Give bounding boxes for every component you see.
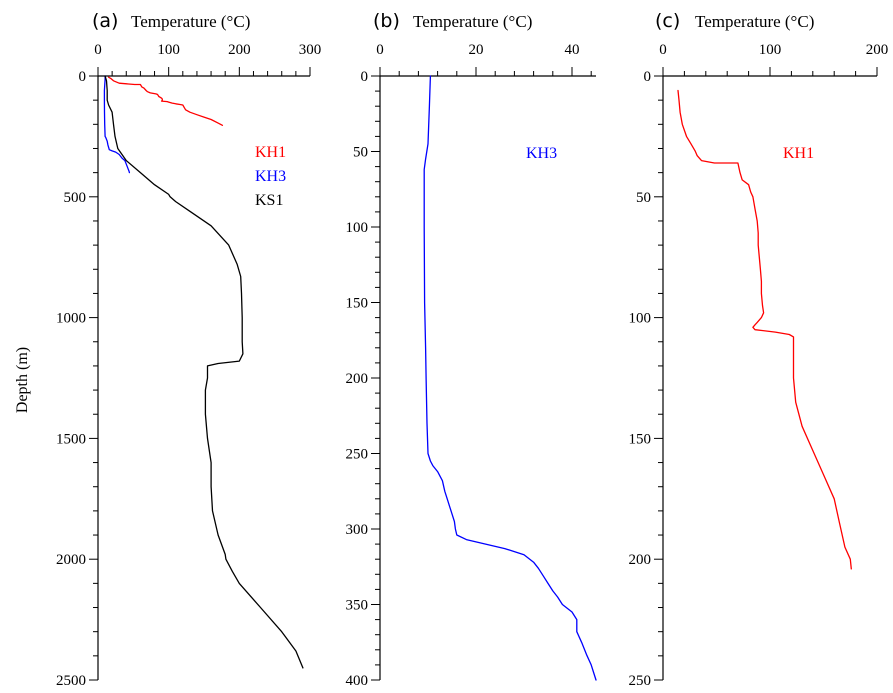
panel-a: (a) Temperature (°C) Depth (m) 0 100 200 30…	[14, 10, 321, 689]
panel-a-ytick-label: 1500	[56, 431, 86, 447]
panel-a-xtick-label: 0	[94, 42, 102, 58]
panel-a-series-ks1	[104, 75, 304, 669]
panel-c-xtick-label: 100	[759, 42, 782, 58]
panel-b-ytick-label: 200	[346, 371, 369, 387]
panel-a-series-kh1	[107, 76, 224, 126]
panel-c-ytick-label: 250	[629, 673, 652, 689]
panel-b-ytick-label: 400	[346, 673, 369, 689]
panel-a-legend-kh3: KH3	[255, 168, 286, 185]
panel-a-ytick-label: 2500	[56, 673, 86, 689]
panel-c-ytick-label: 150	[629, 431, 652, 447]
panel-a-xtick-label: 200	[228, 42, 251, 58]
panel-b-xtick-label: 0	[376, 42, 384, 58]
panel-c-xtick-label: 200	[866, 42, 889, 58]
panel-c: (c) Temperature (°C) 0 100 200 0 50 100 150 200…	[629, 10, 889, 689]
panel-b-ytick-label: 300	[346, 522, 369, 538]
panel-a-series-kh3	[103, 75, 131, 174]
panel-a-label: (a)	[92, 10, 118, 32]
panel-b-ytick-label: 250	[346, 447, 369, 463]
panel-b-ytick-label: 50	[353, 145, 368, 161]
panel-b-label: (b)	[373, 10, 400, 32]
panel-a-ytick-label: 500	[64, 190, 87, 206]
panel-a-legend-kh1: KH1	[255, 144, 286, 161]
panel-a-yaxis-title: Depth (m)	[14, 347, 31, 413]
panel-a-ytick-label: 0	[79, 69, 87, 85]
panel-b-ytick-label: 100	[346, 220, 369, 236]
panel-b: (b) Temperature (°C) 0 20 4005010015020025…	[346, 10, 597, 689]
panel-a-plot: 0 100 200 300 0 500 1000 1500 2000 2500	[56, 42, 321, 689]
panel-a-legend-ks1: KS1	[255, 192, 283, 209]
panel-b-xaxis-title: Temperature (°C)	[413, 12, 532, 31]
panel-c-xaxis-title: Temperature (°C)	[695, 12, 814, 31]
panel-b-series-kh3	[423, 75, 597, 681]
panel-a-ytick-label: 2000	[56, 552, 86, 568]
panel-c-ytick-label: 0	[644, 69, 652, 85]
panel-c-legend-kh1: KH1	[783, 145, 814, 162]
panel-c-ytick-label: 50	[636, 190, 651, 206]
panel-b-xtick-label: 40	[565, 42, 580, 58]
panel-c-ytick-label: 100	[629, 311, 652, 327]
panel-a-xtick-label: 300	[299, 42, 322, 58]
panel-a-xaxis-title: Temperature (°C)	[131, 12, 250, 31]
panel-b-legend-kh3: KH3	[526, 145, 557, 162]
panel-a-ytick-label: 1000	[56, 311, 86, 327]
panel-c-label: (c)	[655, 10, 680, 32]
panel-b-ytick-label: 350	[346, 598, 369, 614]
panel-c-xtick-label: 0	[659, 42, 667, 58]
panel-c-series-kh1	[677, 89, 852, 570]
panel-c-ytick-label: 200	[629, 552, 652, 568]
panel-b-ytick-label: 0	[361, 69, 369, 85]
panel-a-xtick-label: 100	[157, 42, 180, 58]
panel-c-plot: 0 100 200 0 50 100 150 200 250	[629, 42, 889, 689]
panel-b-ytick-label: 150	[346, 296, 369, 312]
panel-b-xtick-label: 20	[469, 42, 484, 58]
